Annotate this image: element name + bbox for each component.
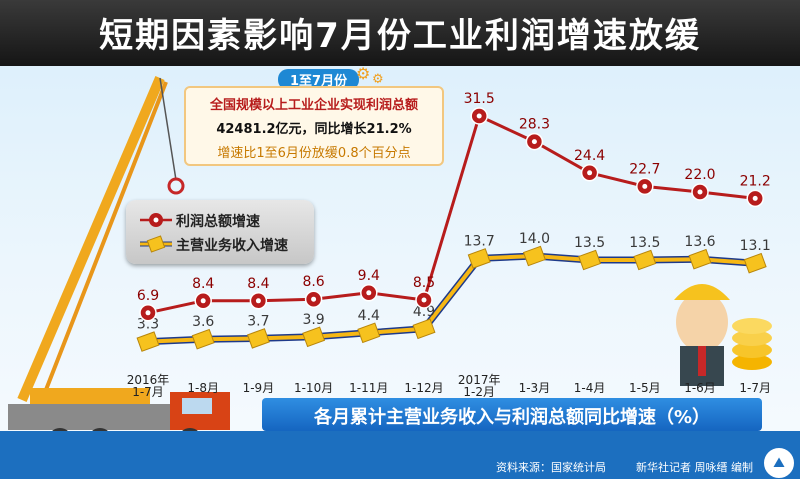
x-tick-label: 1-10月	[294, 381, 333, 395]
profit-marker-icon	[140, 213, 172, 227]
profit-point-center	[421, 297, 427, 303]
profit-value-label: 31.5	[464, 91, 495, 107]
revenue-value-label: 13.5	[629, 235, 660, 251]
revenue-value-label: 13.5	[574, 235, 605, 251]
x-tick-label: 1-4月	[574, 381, 606, 395]
revenue-value-label: 3.6	[192, 314, 214, 330]
coin-stack	[732, 318, 772, 370]
profit-value-label: 22.7	[629, 161, 660, 177]
summary-headline: 全国规模以上工业企业实现利润总额	[209, 98, 418, 113]
x-tick-label: 1-9月	[243, 381, 275, 395]
profit-point-center	[531, 139, 537, 145]
profit-value-label: 8.5	[413, 275, 435, 291]
revenue-line-outline	[147, 252, 756, 346]
profit-value-label: 6.9	[137, 288, 159, 304]
revenue-value-label: 13.1	[740, 238, 771, 254]
profit-point-center	[697, 189, 703, 195]
summary-box: 全国规模以上工业企业实现利润总额 42481.2亿元，同比增长21.2% 增速比…	[184, 86, 444, 166]
chart-subtitle: 各月累计主营业务收入与利润总额同比增速（%）	[313, 407, 711, 428]
revenue-point	[633, 249, 657, 271]
profit-value-label: 8.4	[192, 276, 214, 292]
x-tick-label: 1-3月	[519, 381, 551, 395]
x-tick-label: 2017年	[458, 373, 501, 387]
revenue-marker-icon	[140, 235, 172, 253]
x-tick-label: 1-5月	[629, 381, 661, 395]
profit-point-center	[476, 113, 482, 119]
revenue-value-label: 4.9	[413, 304, 435, 320]
revenue-point	[467, 248, 491, 269]
revenue-value-label: 13.7	[464, 233, 495, 249]
summary-total: 42481.2亿元，同比增长21.2%	[216, 122, 412, 137]
engineer-illustration	[674, 284, 730, 386]
x-tick-label: 1-7月	[739, 381, 771, 395]
revenue-point	[246, 328, 270, 349]
profit-value-label: 21.2	[740, 173, 771, 189]
profit-point-center	[145, 310, 151, 316]
source-note: 资料来源：国家统计局	[496, 461, 606, 474]
page-title: 短期因素影响7月份工业利润增速放缓	[99, 16, 701, 56]
revenue-point	[357, 322, 381, 344]
revenue-value-label: 3.3	[137, 317, 159, 333]
revenue-point	[191, 328, 215, 350]
revenue-value-label: 4.4	[358, 308, 380, 324]
gear-icon: ⚙	[356, 64, 371, 83]
profit-point-center	[200, 298, 206, 304]
revenue-value-label: 3.9	[302, 312, 324, 328]
footer-band	[0, 431, 800, 479]
gear-icon: ⚙	[372, 72, 384, 87]
profit-point-center	[255, 298, 261, 304]
period-badge: 1至7月份	[278, 69, 360, 90]
chart-legend: 利润总额增速 主营业务收入增速	[126, 200, 314, 264]
profit-value-label: 8.6	[302, 274, 324, 290]
legend-item-profit: 利润总额增速	[140, 210, 310, 230]
revenue-point	[302, 326, 326, 348]
x-tick-label: 1-8月	[187, 381, 219, 395]
revenue-point	[578, 249, 602, 271]
title-bar: 短期因素影响7月份工业利润增速放缓	[0, 0, 800, 66]
profit-point-center	[587, 170, 593, 176]
x-tick-label: 1-11月	[349, 381, 388, 395]
profit-value-label: 24.4	[574, 148, 605, 164]
profit-line	[147, 114, 756, 315]
xinhua-emblem: ⛰	[762, 446, 796, 479]
x-tick-label: 1-2月	[463, 385, 495, 399]
revenue-point	[743, 252, 767, 274]
profit-point-center	[752, 195, 758, 201]
revenue-point	[412, 318, 436, 340]
x-tick-label: 1-6月	[684, 381, 716, 395]
credit-note: 新华社记者 周咏缙 编制	[636, 461, 753, 474]
profit-value-label: 22.0	[684, 167, 715, 183]
revenue-point	[688, 248, 712, 270]
profit-point-center	[642, 183, 648, 189]
summary-slowdown: 增速比1至6月份放缓0.8个百分点	[217, 146, 411, 161]
x-tick-label: 1-12月	[404, 381, 443, 395]
legend-label-revenue: 主营业务收入增速	[176, 238, 288, 254]
revenue-value-label: 13.6	[684, 234, 715, 250]
revenue-point	[522, 245, 546, 267]
profit-point-center	[366, 290, 372, 296]
x-tick-label: 2016年	[127, 373, 170, 387]
profit-point-center	[311, 296, 317, 302]
profit-value-label: 28.3	[519, 117, 550, 133]
profit-value-label: 9.4	[358, 268, 380, 284]
revenue-point	[136, 331, 160, 352]
revenue-value-label: 3.7	[247, 313, 269, 329]
legend-label-profit: 利润总额增速	[176, 214, 260, 230]
chart-subtitle-bar: 各月累计主营业务收入与利润总额同比增速（%）	[262, 398, 762, 431]
revenue-value-label: 14.0	[519, 231, 550, 247]
x-tick-label: 1-7月	[132, 385, 164, 399]
profit-value-label: 8.4	[247, 276, 269, 292]
legend-item-revenue: 主营业务收入增速	[140, 234, 310, 254]
